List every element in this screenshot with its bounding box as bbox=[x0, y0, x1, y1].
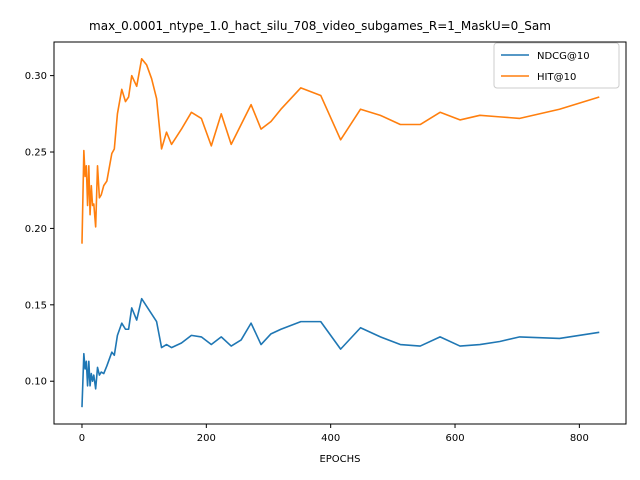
chart-title: max_0.0001_ntype_1.0_hact_silu_708_video… bbox=[89, 19, 551, 33]
y-tick-label-2: 0.20 bbox=[25, 224, 47, 235]
plot-frame bbox=[53, 41, 627, 425]
y-tick-label-4: 0.30 bbox=[25, 71, 47, 82]
x-tick-label-1: 200 bbox=[197, 433, 216, 444]
series-layer bbox=[81, 58, 600, 408]
x-axis-label: EPOCHS bbox=[319, 454, 360, 465]
legend: NDCG@10 HIT@10 bbox=[493, 42, 620, 89]
y-tick-label-3: 0.25 bbox=[25, 148, 47, 159]
legend-label-hit: HIT@10 bbox=[537, 72, 576, 83]
x-tick-label-0: 0 bbox=[79, 433, 85, 444]
x-axis: 0 200 400 600 800 bbox=[79, 424, 589, 444]
series-line-1 bbox=[81, 58, 600, 244]
x-tick-label-2: 400 bbox=[321, 433, 340, 444]
x-tick-label-3: 600 bbox=[445, 433, 464, 444]
y-axis: 0.10 0.15 0.20 0.25 0.30 bbox=[25, 71, 54, 388]
y-tick-label-0: 0.10 bbox=[25, 377, 47, 388]
x-tick-label-4: 800 bbox=[570, 433, 589, 444]
y-tick-label-1: 0.15 bbox=[25, 300, 47, 311]
series-line-0 bbox=[81, 297, 600, 408]
legend-label-ndcg: NDCG@10 bbox=[537, 51, 590, 62]
